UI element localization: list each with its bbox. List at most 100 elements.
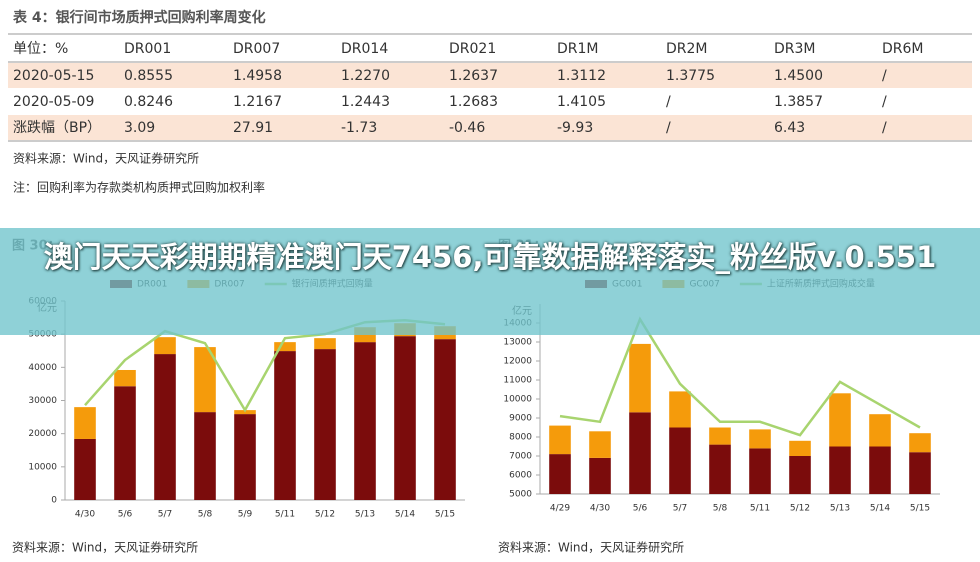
bar xyxy=(354,342,376,500)
bar xyxy=(909,452,931,494)
bar xyxy=(154,337,176,355)
y-tick-label: 30000 xyxy=(28,396,57,406)
table-cell: 1.3775 xyxy=(666,68,715,84)
table-cell: -0.46 xyxy=(449,120,485,136)
column-header: 单位：% xyxy=(13,41,68,57)
banner-text: 澳门天天彩期期精准澳门天7456,可靠数据解释落实_粉丝版v.0.551 xyxy=(43,240,937,274)
table-cell: 27.91 xyxy=(233,120,273,136)
x-tick-label: 5/14 xyxy=(395,510,415,520)
table-cell: 1.4958 xyxy=(233,68,282,84)
table-cell: 1.2270 xyxy=(341,68,390,84)
table-cell: 1.3857 xyxy=(774,94,823,110)
bar xyxy=(234,414,256,500)
table-cell: 2020-05-15 xyxy=(13,68,94,84)
chart-source: 资料来源：Wind，天风证券研究所 xyxy=(498,540,684,555)
bar xyxy=(194,412,216,500)
bar xyxy=(749,448,771,494)
table-cell: 1.4105 xyxy=(557,94,606,110)
x-tick-label: 5/6 xyxy=(633,504,648,514)
chart-source: 资料来源：Wind，天风证券研究所 xyxy=(12,540,198,555)
x-tick-label: 5/9 xyxy=(238,510,253,520)
table-cell: 1.2637 xyxy=(449,68,498,84)
x-tick-label: 5/11 xyxy=(750,504,770,514)
column-header: DR3M xyxy=(774,41,816,57)
bar xyxy=(394,336,416,500)
y-tick-label: 12000 xyxy=(503,357,532,367)
table-cell: / xyxy=(882,120,887,136)
y-tick-label: 40000 xyxy=(28,363,57,373)
bar xyxy=(629,412,651,494)
bar xyxy=(669,427,691,494)
table-cell: 2020-05-09 xyxy=(13,94,94,110)
bar xyxy=(549,454,571,494)
bar xyxy=(434,339,456,500)
x-tick-label: 5/7 xyxy=(673,504,687,514)
column-header: DR2M xyxy=(666,41,708,57)
table-title: 表 4：银行间市场质押式回购利率周变化 xyxy=(12,9,266,26)
y-tick-label: 6000 xyxy=(509,471,532,481)
bar xyxy=(829,393,851,447)
bar xyxy=(74,407,96,439)
y-tick-label: 7000 xyxy=(509,452,532,462)
x-tick-label: 4/29 xyxy=(550,504,570,514)
bar xyxy=(114,386,136,500)
x-tick-label: 4/30 xyxy=(75,510,95,520)
x-tick-label: 5/11 xyxy=(275,510,295,520)
y-tick-label: 8000 xyxy=(509,433,532,443)
bar xyxy=(709,444,731,494)
table-cell: 0.8246 xyxy=(124,94,173,110)
x-tick-label: 5/13 xyxy=(355,510,375,520)
x-tick-label: 5/7 xyxy=(158,510,172,520)
row-background xyxy=(8,115,972,140)
table-cell: / xyxy=(666,94,671,110)
y-tick-label: 10000 xyxy=(28,462,57,472)
bar xyxy=(869,446,891,494)
bar xyxy=(749,429,771,449)
x-tick-label: 5/8 xyxy=(198,510,213,520)
y-tick-label: 5000 xyxy=(509,490,532,500)
y-tick-label: 9000 xyxy=(509,414,532,424)
bar xyxy=(589,431,611,458)
table-cell: 1.3112 xyxy=(557,68,606,84)
table-cell: 涨跌幅（BP） xyxy=(13,120,101,136)
banner xyxy=(0,228,980,335)
table-cell: 6.43 xyxy=(774,120,805,136)
bar xyxy=(114,369,136,387)
table-cell: 0.8555 xyxy=(124,68,173,84)
line xyxy=(559,316,921,437)
table-cell: / xyxy=(882,68,887,84)
column-header: DR007 xyxy=(233,41,280,57)
x-tick-label: 4/30 xyxy=(590,504,610,514)
bar xyxy=(669,391,691,428)
column-header: DR001 xyxy=(124,41,171,57)
bar xyxy=(909,433,931,453)
x-tick-label: 5/15 xyxy=(910,504,930,514)
y-tick-label: 11000 xyxy=(503,376,532,386)
table-cell: 1.2683 xyxy=(449,94,498,110)
y-tick-label: 20000 xyxy=(28,429,57,439)
column-header: DR014 xyxy=(341,41,388,57)
x-tick-label: 5/8 xyxy=(713,504,728,514)
bar xyxy=(629,343,651,413)
bar xyxy=(709,427,731,445)
bar xyxy=(314,349,336,500)
x-tick-label: 5/12 xyxy=(790,504,810,514)
bar xyxy=(314,338,336,350)
table-cell: -9.93 xyxy=(557,120,593,136)
y-tick-label: 13000 xyxy=(503,338,532,348)
table-cell: 1.2167 xyxy=(233,94,282,110)
y-tick-label: 0 xyxy=(51,496,57,506)
column-header: DR6M xyxy=(882,41,924,57)
table-cell: / xyxy=(882,94,887,110)
y-tick-label: 10000 xyxy=(503,395,532,405)
bar xyxy=(589,457,611,494)
bar xyxy=(274,342,296,352)
x-tick-label: 5/14 xyxy=(870,504,890,514)
bar xyxy=(789,456,811,494)
bar xyxy=(274,351,296,500)
table-cell: -1.73 xyxy=(341,120,377,136)
column-header: DR021 xyxy=(449,41,496,57)
bar xyxy=(549,425,571,455)
table-cell: 3.09 xyxy=(124,120,155,136)
